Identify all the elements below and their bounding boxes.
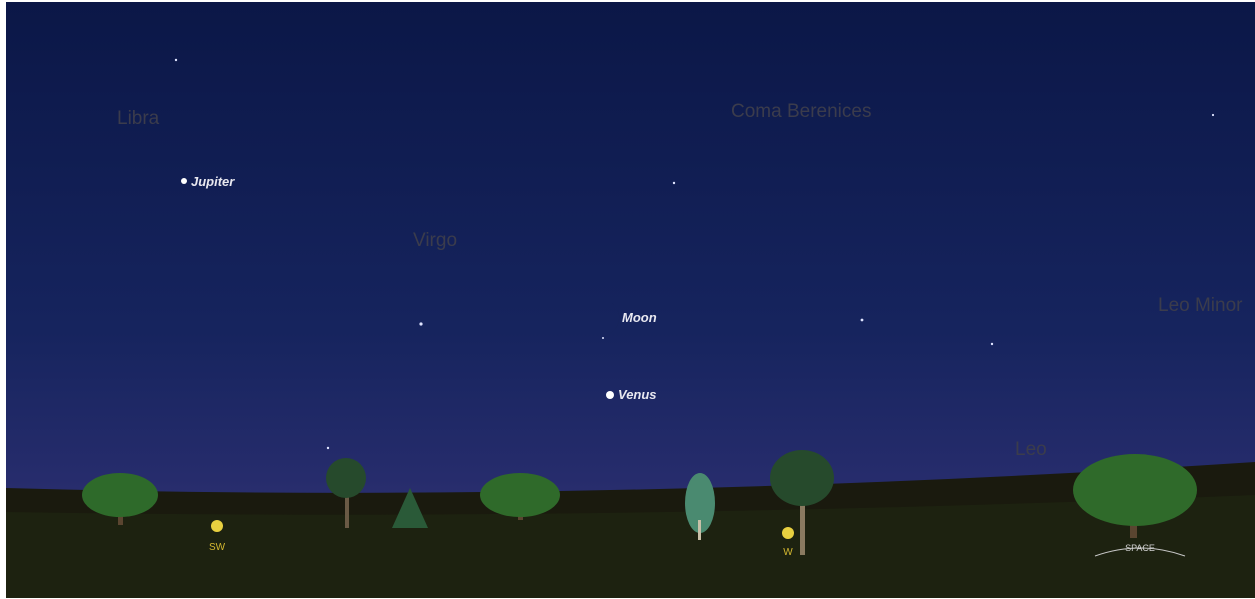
constellation-label: Libra: [117, 108, 160, 129]
planet-label: Venus: [618, 387, 657, 402]
constellation-label: Coma Berenices: [731, 101, 871, 122]
constellation-label: Leo Minor: [1158, 295, 1243, 316]
constellation-label: Virgo: [413, 230, 457, 251]
venus-marker: [606, 391, 614, 399]
planet-label: Jupiter: [191, 174, 235, 189]
compass-icon: [782, 527, 794, 539]
sky-view: Libra Coma Berenices Virgo Leo Minor Leo…: [0, 0, 1255, 599]
jupiter-marker: [181, 178, 187, 184]
planet-label: Moon: [622, 310, 657, 325]
space-button[interactable]: SPACE: [1125, 543, 1155, 553]
compass-label: W: [783, 547, 793, 558]
compass-icon: [211, 520, 223, 532]
compass-label: SW: [209, 542, 226, 553]
constellation-label: Leo: [1015, 439, 1047, 460]
